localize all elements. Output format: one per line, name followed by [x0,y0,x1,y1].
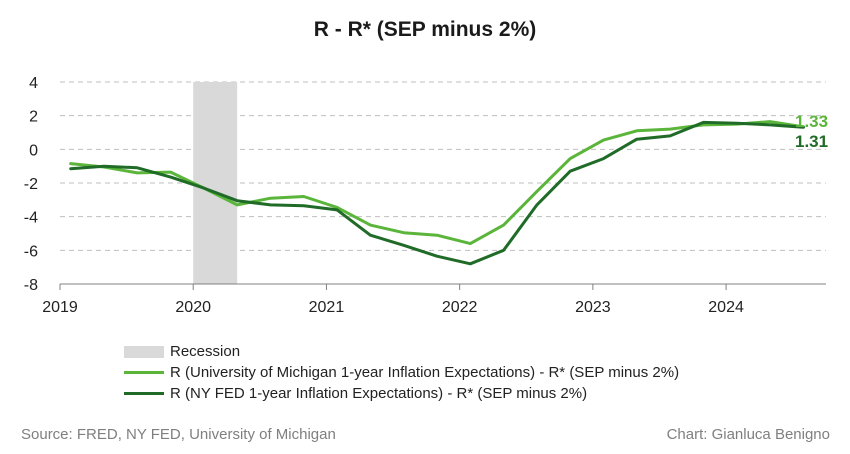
y-tick-label: -4 [24,210,38,227]
legend-item-umich[interactable]: R (University of Michigan 1-year Inflati… [124,362,679,383]
chart-title: R - R* (SEP minus 2%) [313,18,537,41]
y-tick-label: 2 [29,109,38,126]
x-tick-label: 2020 [175,299,211,316]
recession-swatch [124,345,164,358]
y-tick-label: -6 [24,243,38,260]
grid-lines [60,81,826,251]
series-lines [69,120,805,266]
y-tick-label: -2 [24,176,38,193]
footer-source: Source: FRED, NY FED, University of Mich… [21,426,336,443]
x-tick-label: 2019 [42,299,78,316]
legend: Recession R (University of Michigan 1-ye… [124,341,679,404]
y-tick-label: -8 [24,277,38,294]
end-label-nyfed: 1.31 [795,132,828,151]
legend-item-nyfed[interactable]: R (NY FED 1-year Inflation Expectations)… [124,383,679,404]
x-tick-label: 2024 [708,299,744,316]
y-tick-label: 4 [29,75,38,92]
end-labels: 1.331.31 [795,112,828,151]
x-tick-label: 2023 [575,299,611,316]
legend-label-umich: R (University of Michigan 1-year Inflati… [170,364,680,381]
y-tick-label: 0 [29,142,38,159]
series-line-umich [69,120,805,246]
footer-credit: Chart: Gianluca Benigno [666,426,830,443]
legend-label-nyfed: R (NY FED 1-year Inflation Expectations)… [170,385,588,402]
recession-band-layer [193,82,238,284]
series-line-nyfed [69,120,805,266]
legend-item-recession[interactable]: Recession [124,341,679,362]
recession-band [193,82,238,284]
legend-label-recession: Recession [170,343,241,360]
x-tick-label: 2022 [442,299,478,316]
nyfed-line-swatch [124,392,164,395]
umich-line-swatch [124,371,164,374]
x-tick-label: 2021 [309,299,345,316]
end-label-umich: 1.33 [795,112,828,131]
